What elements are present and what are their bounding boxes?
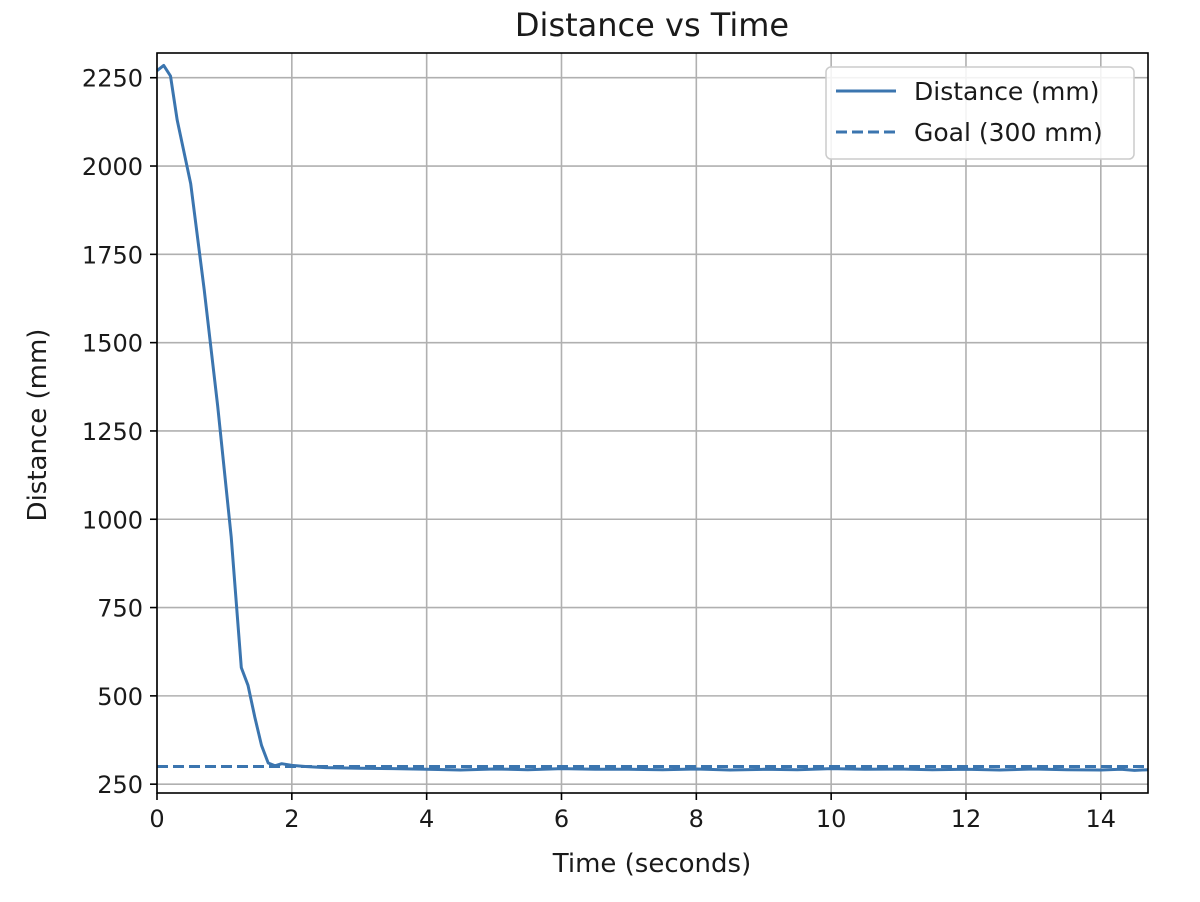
y-axis-ticks: 250 500 750 1000 1250 1500 1750 2000 2250 (82, 65, 157, 799)
legend-label-distance: Distance (mm) (914, 77, 1099, 106)
chart-title: Distance vs Time (515, 6, 789, 44)
legend-box (825, 66, 1135, 160)
x-axis-label: Time (seconds) (552, 849, 751, 879)
y-tick-label: 1750 (82, 241, 143, 269)
legend: Distance (mm) Goal (300 mm) (825, 66, 1135, 160)
y-axis-label: Distance (mm) (23, 329, 53, 522)
x-tick-label: 12 (951, 805, 982, 833)
x-tick-label: 14 (1086, 805, 1117, 833)
x-tick-label: 10 (816, 805, 847, 833)
y-tick-label: 1000 (82, 506, 143, 534)
y-tick-label: 2000 (82, 153, 143, 181)
y-tick-label: 500 (97, 683, 143, 711)
legend-label-goal: Goal (300 mm) (914, 118, 1103, 147)
x-tick-label: 8 (689, 805, 704, 833)
x-tick-label: 0 (149, 805, 164, 833)
series-line-distance (156, 63, 1149, 772)
axes-frame (156, 52, 1149, 794)
y-tick-label: 1250 (82, 418, 143, 446)
x-tick-label: 6 (554, 805, 569, 833)
y-tick-label: 750 (97, 595, 143, 623)
y-tick-label: 250 (97, 771, 143, 799)
y-tick-label: 1500 (82, 330, 143, 358)
y-tick-label: 2250 (82, 65, 143, 93)
x-tick-label: 4 (419, 805, 434, 833)
x-tick-label: 2 (284, 805, 299, 833)
grid (156, 53, 1148, 793)
plot-area (156, 63, 1149, 772)
x-axis-ticks: 0 2 4 6 8 10 12 14 (149, 793, 1116, 833)
